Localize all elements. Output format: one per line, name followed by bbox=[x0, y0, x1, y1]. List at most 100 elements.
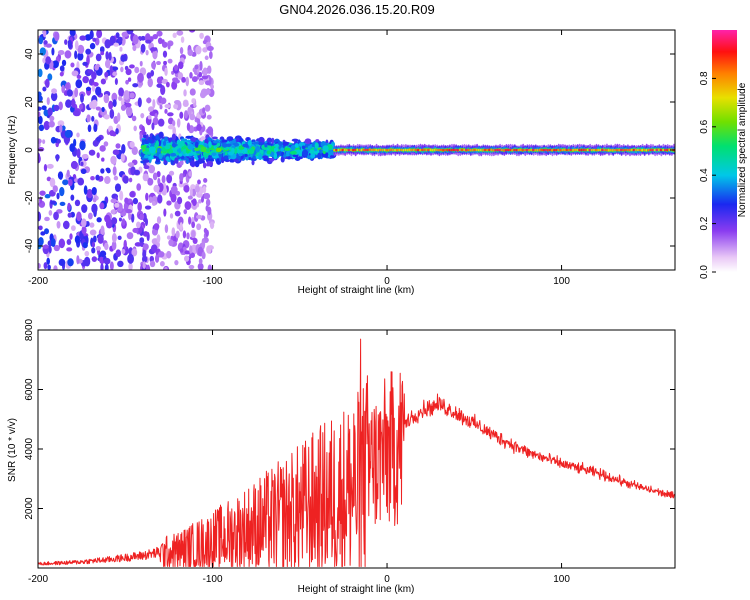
spectrogram-cell bbox=[205, 205, 209, 212]
spectrogram-cell bbox=[91, 115, 95, 122]
spectrogram-cell bbox=[244, 153, 248, 157]
spectrogram-cell bbox=[175, 230, 180, 239]
spectrogram-cell bbox=[196, 123, 202, 132]
spectrogram-cell bbox=[98, 175, 104, 182]
spectrogram-cell bbox=[128, 177, 133, 183]
spectrogram-cell bbox=[114, 202, 120, 208]
spectrogram-cell bbox=[156, 216, 162, 224]
spectrogram-cell bbox=[209, 221, 215, 230]
spectrogram-cell bbox=[195, 45, 202, 55]
spectrogram-cell bbox=[266, 137, 273, 143]
spectrogram-cell bbox=[139, 213, 145, 221]
spectrogram-ytick-label: -20 bbox=[24, 190, 35, 205]
spectrogram-cell bbox=[46, 257, 50, 265]
spectrogram-cell bbox=[198, 199, 202, 204]
spectrogram-cell bbox=[76, 211, 82, 222]
spectrogram-cell bbox=[100, 225, 105, 236]
spectrogram-cell bbox=[155, 140, 159, 148]
spectrogram-cell bbox=[189, 113, 196, 121]
spectrogram-cell bbox=[304, 138, 312, 145]
spectrogram-cell bbox=[136, 221, 141, 229]
spectrogram-cell bbox=[208, 51, 213, 60]
spectrogram-cell bbox=[178, 181, 184, 188]
spectrogram-cell bbox=[131, 146, 138, 156]
spectrogram-cell bbox=[184, 110, 189, 119]
spectrogram-cell bbox=[123, 239, 127, 250]
spectrogram-cell bbox=[127, 77, 132, 82]
spectrogram-cell bbox=[81, 204, 88, 213]
spectrogram-cell bbox=[154, 113, 158, 119]
spectrogram-cell bbox=[258, 141, 263, 146]
spectrogram-cell bbox=[131, 248, 138, 257]
spectrogram-cell bbox=[71, 98, 76, 108]
spectrogram-cell bbox=[156, 147, 162, 153]
spectrogram-cell bbox=[231, 147, 235, 155]
spectrogram-cell bbox=[70, 160, 78, 170]
spectrogram-cell bbox=[164, 144, 171, 150]
spectrogram-cell bbox=[142, 261, 146, 269]
spectrogram-cell bbox=[238, 153, 243, 157]
spectrogram-cell bbox=[282, 141, 289, 146]
spectrogram-cell bbox=[294, 156, 301, 161]
spectrogram-cell bbox=[166, 250, 172, 259]
spectrogram-cell bbox=[89, 42, 96, 50]
spectrogram-cell bbox=[202, 162, 207, 169]
spectrogram-cell bbox=[179, 111, 184, 119]
spectrogram-cell bbox=[144, 218, 148, 226]
spectrogram-cell bbox=[201, 251, 206, 260]
spectrogram-cell bbox=[202, 67, 208, 76]
spectrogram-cell bbox=[191, 221, 196, 229]
spectrogram-cell bbox=[198, 258, 203, 265]
spectrogram-cell bbox=[183, 89, 187, 97]
spectrogram-cell bbox=[38, 36, 44, 45]
spectrogram-cell bbox=[174, 210, 181, 217]
spectrogram-cell bbox=[184, 250, 191, 255]
colorbar-tick-label: 0.8 bbox=[699, 71, 710, 85]
spectrogram-cell bbox=[179, 248, 184, 253]
snr-series-line bbox=[38, 338, 675, 567]
spectrogram-cell bbox=[203, 192, 211, 200]
spectrogram-cell bbox=[49, 115, 55, 122]
spectrogram-cell bbox=[87, 69, 94, 74]
spectrogram-cell bbox=[109, 130, 115, 137]
spectrogram-cell bbox=[44, 228, 50, 235]
spectrogram-cell bbox=[185, 76, 190, 87]
spectrogram-cell bbox=[184, 255, 190, 262]
colorbar: 0.0 0.2 0.4 0.6 0.8 Normalized spectral ampl… bbox=[699, 30, 748, 279]
spectrogram-cell bbox=[192, 198, 197, 207]
snr-ytick-label: 2000 bbox=[24, 497, 35, 520]
spectrogram-cell bbox=[164, 266, 168, 270]
spectrogram-cell bbox=[101, 106, 105, 113]
spectrogram-cell bbox=[207, 264, 213, 270]
spectrogram-cell bbox=[141, 255, 148, 263]
spectrogram-cell bbox=[134, 66, 140, 74]
spectrogram-cell bbox=[38, 68, 43, 78]
spectrogram-cell bbox=[140, 113, 145, 119]
spectrogram-cell bbox=[146, 264, 151, 270]
spectrogram-cell bbox=[132, 83, 139, 88]
spectrogram-cell bbox=[38, 147, 45, 152]
spectrogram-cell bbox=[64, 50, 72, 59]
spectrogram-cell bbox=[57, 120, 65, 127]
spectrogram-cell bbox=[76, 255, 80, 265]
spectrogram-cell bbox=[108, 100, 114, 110]
spectrogram-cell bbox=[92, 197, 97, 203]
spectrogram-cell bbox=[103, 257, 111, 265]
spectrogram-ytick-label: -40 bbox=[24, 238, 35, 253]
spectrogram-cell bbox=[185, 157, 190, 165]
spectrogram-ytick-label: 0 bbox=[24, 147, 35, 153]
colorbar-label: Normalized spectral amplitude bbox=[737, 82, 748, 217]
spectrogram-cell bbox=[309, 149, 314, 155]
spectrogram-cell bbox=[163, 136, 169, 142]
spectrogram-cell bbox=[146, 72, 152, 79]
spectrogram-cell bbox=[273, 152, 278, 160]
spectrogram-cell bbox=[314, 142, 319, 149]
spectrogram-cell bbox=[43, 262, 48, 270]
spectrogram-cell bbox=[70, 62, 75, 68]
spectrogram-cell bbox=[153, 223, 160, 231]
spectrogram-cell bbox=[164, 67, 168, 77]
spectrogram-cell bbox=[108, 51, 112, 61]
spectrogram-cell bbox=[294, 143, 299, 148]
spectrogram-cell bbox=[38, 106, 42, 111]
spectrogram-cell bbox=[183, 209, 188, 215]
